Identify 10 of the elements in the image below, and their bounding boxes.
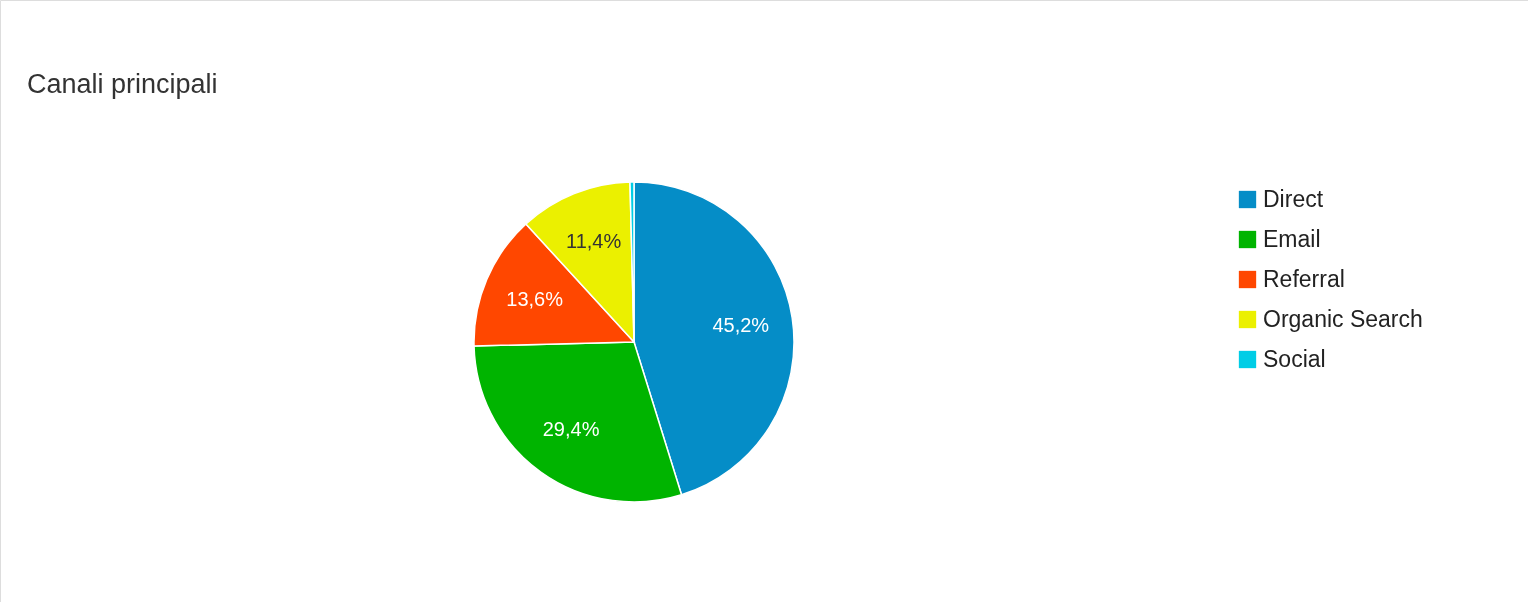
legend-label: Email (1263, 225, 1321, 252)
legend-label: Organic Search (1263, 305, 1423, 332)
legend-label: Referral (1263, 265, 1345, 292)
legend-label: Direct (1263, 185, 1324, 212)
data-label: 13,6% (506, 287, 564, 310)
data-label: 29,4% (542, 417, 600, 440)
legend-label: Social (1263, 345, 1326, 372)
data-label: 45,2% (712, 313, 770, 336)
text: Canali principali (27, 69, 218, 99)
data-label: 11,4% (566, 229, 622, 252)
